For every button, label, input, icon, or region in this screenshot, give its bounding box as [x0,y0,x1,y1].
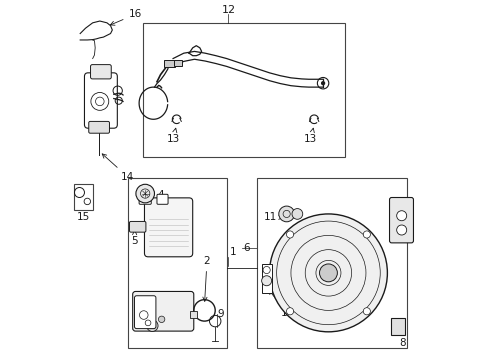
Text: 16: 16 [110,9,142,25]
Text: 15: 15 [77,212,90,222]
Circle shape [396,211,406,221]
Text: 4: 4 [148,190,163,200]
Bar [189,311,197,318]
Text: 11: 11 [263,212,283,222]
Circle shape [291,208,302,219]
Text: 13: 13 [304,128,317,144]
Circle shape [363,231,369,238]
FancyBboxPatch shape [139,193,151,204]
Bar [261,264,271,293]
Text: 12: 12 [221,5,235,15]
Text: 7: 7 [398,197,405,219]
Text: 8: 8 [398,338,405,348]
FancyBboxPatch shape [88,121,109,133]
Circle shape [286,308,293,315]
Bar [257,178,406,348]
Circle shape [319,264,337,282]
Circle shape [136,184,154,203]
Text: 10: 10 [268,290,293,319]
Circle shape [158,316,164,323]
Bar [164,60,175,67]
Text: 13: 13 [166,128,179,144]
Bar [173,60,181,66]
FancyBboxPatch shape [132,292,193,331]
Circle shape [363,308,369,315]
Circle shape [146,320,158,332]
Bar [74,184,93,210]
FancyBboxPatch shape [144,198,192,257]
Circle shape [320,81,325,85]
Text: 9: 9 [217,309,224,319]
Bar [390,318,404,336]
Text: 5: 5 [131,230,138,246]
FancyBboxPatch shape [389,198,413,243]
Text: 6: 6 [243,243,249,253]
Text: 2: 2 [203,256,210,301]
FancyBboxPatch shape [90,64,111,79]
FancyBboxPatch shape [129,221,145,232]
FancyBboxPatch shape [84,73,117,128]
Circle shape [286,231,293,238]
Circle shape [269,214,386,332]
Bar [142,23,344,157]
Circle shape [261,276,271,286]
Bar [128,178,226,348]
Circle shape [396,225,406,235]
FancyBboxPatch shape [134,296,156,329]
Text: 14: 14 [102,154,134,182]
Text: 1: 1 [229,247,236,257]
FancyBboxPatch shape [157,194,168,204]
Text: 3: 3 [170,200,177,210]
Circle shape [278,206,294,222]
